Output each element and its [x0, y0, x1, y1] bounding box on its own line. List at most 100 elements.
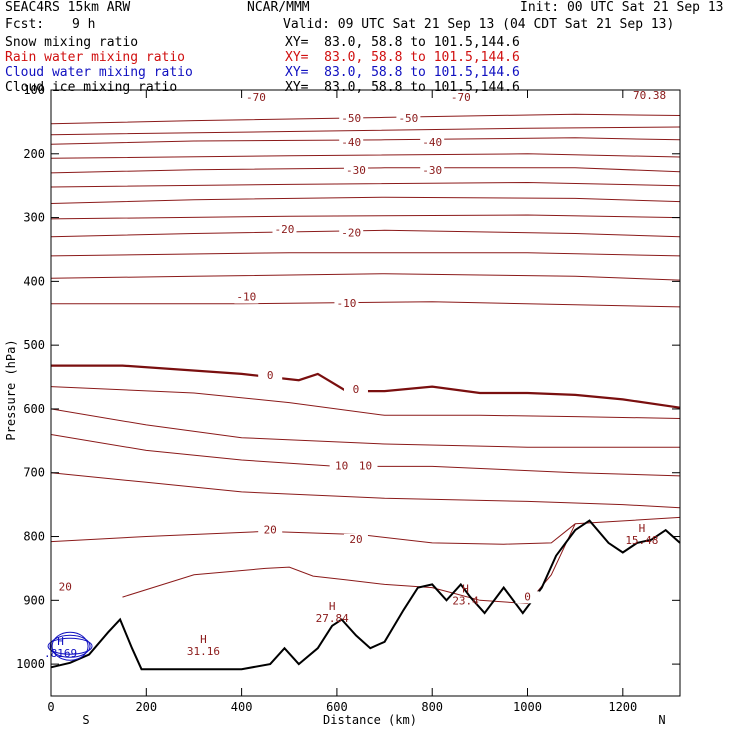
contour-label-bg — [515, 591, 540, 604]
isotherm-line — [50, 386, 681, 419]
isotherm-line — [51, 364, 681, 409]
isotherm-line — [50, 516, 681, 545]
field-label-cloud-ice: Cloud ice mixing ratio — [5, 80, 178, 95]
isotherm-line — [50, 273, 681, 281]
fcst-value: 9 h — [72, 17, 96, 32]
x-tick-label: 1200 — [608, 700, 637, 714]
terrain-layer — [50, 519, 681, 671]
extremum-mark: H — [200, 633, 207, 646]
isotherm-line — [51, 301, 681, 308]
x-tick-label: 0 — [47, 700, 54, 714]
plot-frame — [50, 89, 681, 697]
contour-label-bg — [234, 291, 259, 304]
contour-label-bg — [343, 384, 368, 396]
contour-label-bg — [343, 533, 368, 546]
isotherm-line — [50, 181, 681, 188]
isotherm-lines — [50, 113, 681, 605]
contour-label: 0 — [524, 590, 531, 603]
cloud-water-contour — [49, 634, 91, 658]
contour-label-bg — [258, 524, 283, 537]
contour-label: 10 — [335, 460, 348, 473]
x-end-label-left: S — [82, 713, 89, 727]
contour-label-bg — [339, 112, 364, 125]
init-time: Init: 00 UTC Sat 21 Sep 13 — [520, 0, 724, 15]
isotherm-line — [50, 137, 681, 145]
corner-label: 70.38 — [633, 89, 666, 102]
contour-label-bg — [420, 165, 445, 178]
contour-label-bg — [53, 581, 78, 594]
contour-label-bg — [448, 91, 473, 104]
contour-label-bg — [339, 137, 364, 150]
field-xy-cloud-water: XY= 83.0, 58.8 to 101.5,144.6 — [285, 65, 520, 80]
field-xy-cloud-ice: XY= 83.0, 58.8 to 101.5,144.6 — [285, 80, 520, 95]
extremum-value: 31.16 — [187, 645, 220, 658]
extremum-mark: H — [329, 600, 336, 613]
extremum-mark: H — [639, 522, 646, 535]
contour-label-bg — [396, 112, 421, 125]
field-xy-rain: XY= 83.0, 58.8 to 101.5,144.6 — [285, 50, 520, 65]
contour-label-bg — [258, 369, 283, 382]
y-tick-label: 300 — [23, 211, 45, 225]
cloud-contours — [47, 631, 93, 661]
contour-label: -10 — [337, 297, 357, 310]
x-tick-label: 1000 — [513, 700, 542, 714]
contour-label: 10 — [359, 460, 372, 473]
contour-label: 20 — [264, 523, 277, 536]
contour-label: 0 — [267, 369, 274, 382]
contour-label: -50 — [341, 112, 361, 125]
isotherm-line — [50, 167, 681, 174]
x-axis-label: Distance (km) — [323, 713, 417, 727]
isotherm-line — [50, 472, 681, 509]
isotherm-line — [50, 196, 681, 204]
y-tick-label: 900 — [23, 593, 45, 607]
isotherm-line — [50, 153, 681, 159]
field-label-rain: Rain water mixing ratio — [5, 50, 186, 65]
x-tick-label: 400 — [231, 700, 253, 714]
contour-label: -50 — [398, 112, 418, 125]
isotherm-line — [50, 113, 681, 125]
y-tick-label: 700 — [23, 466, 45, 480]
field-xy-snow: XY= 83.0, 58.8 to 101.5,144.6 — [285, 35, 520, 50]
x-tick-label: 800 — [421, 700, 443, 714]
y-tick-label: 500 — [23, 338, 45, 352]
contour-label-bg — [334, 297, 359, 310]
y-tick-label: 100 — [23, 83, 45, 97]
contour-labels: -70 -70 -50 -50 -40 -40 -30 -30 -20 -20 -10 -10 0 0 10… — [44, 91, 658, 660]
extremum-mark: H — [57, 635, 64, 648]
contour-label: -40 — [422, 136, 442, 149]
field-label-snow: Snow mixing ratio — [5, 35, 139, 50]
y-tick-label: 1000 — [16, 657, 45, 671]
contour-label: 20 — [349, 533, 362, 546]
contour-label: -70 — [451, 91, 471, 104]
cloud-water-contour — [47, 637, 93, 655]
contour-label-bg — [343, 165, 368, 178]
contour-label: -30 — [346, 164, 366, 177]
contour-label: -40 — [341, 136, 361, 149]
isotherm-line — [50, 214, 681, 220]
contour-label: -20 — [275, 223, 295, 236]
cloud-water-contour — [51, 631, 89, 661]
contour-label-bg — [272, 223, 297, 236]
extremum-value: 15.48 — [625, 534, 658, 547]
extremum-mark: H — [462, 583, 469, 596]
x-end-label-right: N — [658, 713, 665, 727]
contour-label: -10 — [236, 291, 256, 304]
y-tick-label: 800 — [23, 530, 45, 544]
contour-label-bg — [339, 227, 364, 240]
isotherm-line — [50, 229, 681, 238]
contour-label-bg — [353, 460, 378, 473]
extremum-value: 23.4 — [452, 595, 479, 608]
y-tick-label: 200 — [23, 147, 45, 161]
contour-label-bg — [243, 91, 268, 104]
extremum-value: .8169 — [44, 647, 77, 660]
field-label-cloud-water: Cloud water mixing ratio — [5, 65, 193, 80]
model-title: SEAC4RS 15km ARW — [5, 0, 131, 15]
isotherm-line — [50, 126, 681, 136]
contour-label: -70 — [246, 91, 266, 104]
isotherm-line — [122, 523, 576, 605]
y-tick-label: 400 — [23, 274, 45, 288]
extremum-value: 27.84 — [316, 612, 349, 625]
valid-time: Valid: 09 UTC Sat 21 Sep 13 (04 CDT Sat … — [283, 17, 675, 32]
